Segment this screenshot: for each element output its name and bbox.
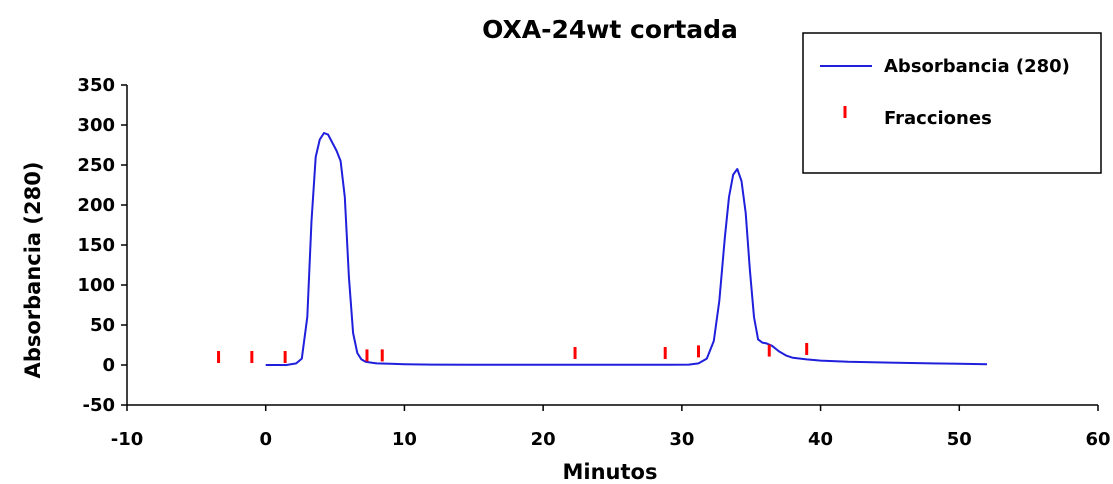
x-tick-label: 20: [531, 429, 556, 450]
y-tick-label: 50: [90, 315, 115, 336]
x-tick-label: 0: [259, 429, 272, 450]
x-axis: -10 0 10 20 30 40 50 60: [111, 404, 1111, 450]
x-tick-label: 40: [808, 429, 833, 450]
plot-area: [217, 132, 988, 366]
legend-box: [802, 32, 1102, 174]
x-tick-label: 60: [1085, 429, 1110, 450]
legend-label-fracciones: Fracciones: [884, 108, 992, 129]
chart-title: OXA-24wt cortada: [482, 15, 738, 44]
y-tick-label: 150: [77, 235, 115, 256]
y-axis: -50 0 50 100 150 200 250 300 350: [77, 75, 128, 416]
x-tick-label: -10: [111, 429, 144, 450]
y-tick-label: 300: [77, 115, 115, 136]
y-axis-label: Absorbancia (280): [21, 162, 45, 379]
x-axis-label: Minutos: [563, 460, 658, 484]
x-tick-label: 30: [669, 429, 694, 450]
legend: Absorbancia (280) Fracciones: [802, 32, 1102, 174]
y-tick-label: -50: [82, 395, 115, 416]
y-tick-label: 200: [77, 195, 115, 216]
x-tick-label: 10: [392, 429, 417, 450]
series-line-absorbancia: [265, 132, 988, 366]
y-tick-label: 250: [77, 155, 115, 176]
y-tick-label: 0: [102, 355, 115, 376]
x-tick-label: 50: [947, 429, 972, 450]
y-tick-label: 100: [77, 275, 115, 296]
legend-label-absorbancia: Absorbancia (280): [884, 56, 1070, 77]
y-tick-label: 350: [77, 75, 115, 96]
